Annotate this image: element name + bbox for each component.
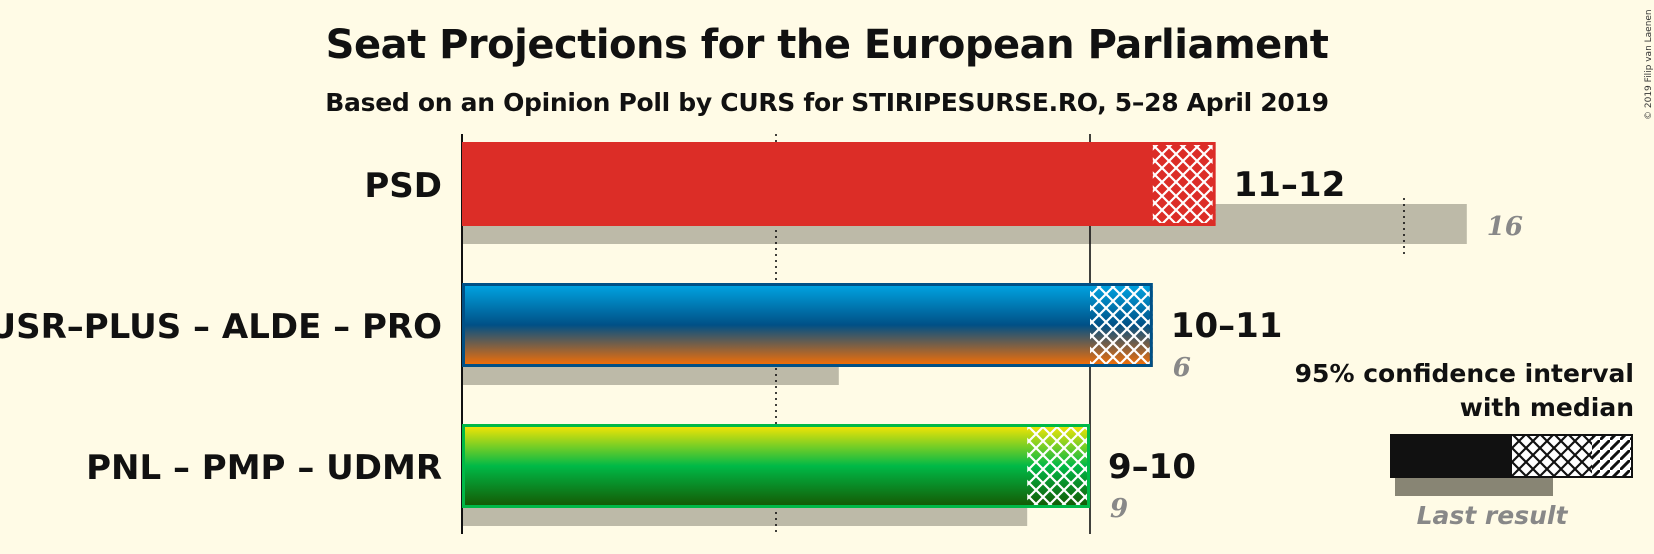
ci-bar	[462, 142, 1216, 226]
ci-bar	[462, 424, 1090, 508]
bar-layer	[462, 142, 1216, 508]
chart-title: Seat Projections for the European Parlia…	[325, 22, 1329, 68]
ci-hatch	[1152, 142, 1216, 226]
party-label: PNL – PMP – UDMR	[86, 448, 442, 488]
range-label: 9–10	[1108, 447, 1196, 487]
party-label: PSD	[364, 166, 442, 206]
last-result-label: 9	[1110, 494, 1128, 524]
legend-last-swatch	[1395, 474, 1553, 496]
legend: 95% confidence interval with median Last r…	[1295, 359, 1634, 530]
label-layer: PSD 11–12 16 USR–PLUS – ALDE – PRO 10–11 6 PNL…	[0, 165, 1523, 524]
ci-hatch	[1027, 424, 1090, 508]
legend-last-label: Last result	[1417, 501, 1569, 530]
range-label: 10–11	[1171, 306, 1283, 346]
chart-subtitle: Based on an Opinion Poll by CURS for STI…	[325, 88, 1329, 117]
last-result-label: 16	[1487, 212, 1523, 242]
legend-line1: 95% confidence interval	[1295, 359, 1634, 388]
bar-outline	[462, 424, 1090, 508]
party-label: USR–PLUS – ALDE – PRO	[0, 307, 442, 347]
bar-outline	[462, 142, 1216, 226]
range-label: 11–12	[1234, 165, 1346, 205]
bar-outline	[462, 283, 1153, 367]
ci-hatch	[1090, 283, 1153, 367]
legend-line2: with median	[1460, 393, 1634, 422]
ci-bar	[462, 283, 1153, 367]
legend-hatch-swatch	[1512, 434, 1592, 478]
last-result-label: 6	[1173, 353, 1191, 383]
legend-diag-swatch	[1592, 434, 1632, 478]
legend-outline	[1390, 434, 1633, 478]
legend-bar-swatch	[1390, 434, 1512, 478]
